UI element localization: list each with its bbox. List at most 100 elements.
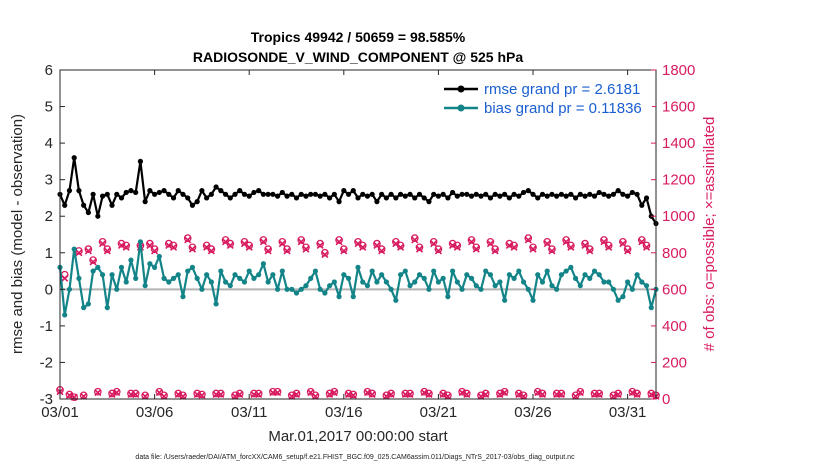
bias-point xyxy=(639,279,645,285)
obs-assimilated-stroke xyxy=(132,390,140,398)
obs-assimilated-stroke xyxy=(207,247,215,255)
bias-point xyxy=(180,294,186,300)
obs-assimilated-stroke xyxy=(84,247,92,255)
rmse-point xyxy=(189,202,196,208)
obs-assimilated-stroke xyxy=(169,243,178,251)
bias-point xyxy=(327,283,333,289)
obs-assimilated-stroke xyxy=(354,240,362,248)
obs-assimilated-stroke xyxy=(392,240,400,248)
bias-point xyxy=(634,272,640,278)
obs-assimilated-stroke xyxy=(642,243,651,251)
rmse-point xyxy=(374,199,380,205)
obs-assimilated-point xyxy=(165,241,173,250)
rmse-point xyxy=(336,199,342,205)
obs-assimilated-stroke xyxy=(240,240,249,248)
obs-possible-point xyxy=(174,389,183,398)
obs-assimilated-stroke xyxy=(65,391,74,399)
rmse-point xyxy=(284,193,290,199)
rmse-point xyxy=(123,189,129,196)
obs-assimilated-stroke xyxy=(316,241,324,250)
obs-assimilated-stroke xyxy=(141,392,149,400)
obs-possible-point xyxy=(150,245,159,253)
rmse-point xyxy=(591,193,598,199)
obs-assimilated-stroke xyxy=(203,243,211,251)
obs-assimilated-point xyxy=(496,390,504,398)
rmse-point xyxy=(109,202,115,208)
obs-assimilated-stroke xyxy=(524,236,532,244)
obs-assimilated-point xyxy=(326,390,334,398)
rmse-point xyxy=(274,193,281,199)
obs-possible-point xyxy=(335,236,343,244)
obs-assimilated-point xyxy=(99,240,107,248)
obs-assimilated-point xyxy=(217,390,225,398)
obs-assimilated-point xyxy=(141,392,149,400)
bias-point xyxy=(563,268,569,274)
obs-assimilated-point xyxy=(75,249,83,257)
rmse-point xyxy=(147,188,153,194)
obs-assimilated-stroke xyxy=(543,240,551,248)
rmse-point xyxy=(629,189,635,196)
rmse-point xyxy=(199,188,205,194)
obs-assimilated-stroke xyxy=(122,243,130,251)
obs-possible-point xyxy=(472,243,481,252)
bias-point xyxy=(535,272,541,278)
obs-assimilated-point xyxy=(94,389,102,397)
bias-point xyxy=(66,286,73,292)
rmse-point xyxy=(454,193,460,199)
obs-assimilated-point xyxy=(245,243,253,251)
rmse-point xyxy=(431,191,437,197)
obs-assimilated-stroke xyxy=(647,390,655,398)
obs-assimilated-point xyxy=(529,245,537,253)
bias-point xyxy=(137,239,144,245)
x-tick-label: 03/26 xyxy=(514,404,552,421)
obs-possible-point xyxy=(533,387,542,396)
bias-point xyxy=(539,279,546,285)
bias-point xyxy=(369,268,375,274)
rmse-point xyxy=(544,193,550,199)
rmse-point xyxy=(118,195,125,201)
obs-assimilated-point xyxy=(538,390,547,398)
y-left-tick-label: 0 xyxy=(45,281,53,298)
rmse-series xyxy=(57,155,659,227)
obs-assimilated-point xyxy=(274,389,282,397)
obs-assimilated-point xyxy=(297,238,305,246)
x-axis-label: Mar.01,2017 00:00:00 start xyxy=(268,428,448,445)
bias-point xyxy=(95,264,101,270)
rmse-point xyxy=(445,195,451,201)
bias-point xyxy=(648,305,654,311)
bias-point xyxy=(478,286,484,292)
obs-possible-point xyxy=(221,236,230,244)
bias-point xyxy=(109,272,115,278)
obs-assimilated-point xyxy=(188,245,197,253)
obs-assimilated-stroke xyxy=(165,241,173,250)
obs-assimilated-point xyxy=(84,247,92,255)
y-left-tick-label: 2 xyxy=(45,208,53,225)
bias-point xyxy=(241,279,248,285)
bias-point xyxy=(218,268,224,274)
obs-assimilated-stroke xyxy=(519,392,528,400)
rmse-point xyxy=(298,191,304,197)
obs-possible-point xyxy=(628,387,637,396)
rmse-point xyxy=(85,209,91,216)
rmse-point xyxy=(587,191,593,197)
bias-point xyxy=(402,268,408,274)
obs-assimilated-stroke xyxy=(382,392,390,400)
obs-possible-point xyxy=(306,387,315,396)
obs-possible-point xyxy=(363,387,372,396)
obs-assimilated-stroke xyxy=(255,390,263,398)
obs-assimilated-point xyxy=(482,390,490,398)
obs-assimilated-point xyxy=(524,236,532,244)
obs-assimilated-point xyxy=(65,391,74,399)
obs-assimilated-point xyxy=(61,274,69,282)
obs-assimilated-point xyxy=(425,390,433,398)
rmse-point xyxy=(293,195,300,201)
obs-assimilated-stroke xyxy=(278,240,286,248)
bias-point xyxy=(246,268,252,274)
legend-bias-label: bias grand pr = 0.11836 xyxy=(484,100,642,117)
obs-possible-point xyxy=(339,245,348,253)
obs-possible-point xyxy=(259,236,268,244)
bias-point xyxy=(483,268,489,274)
rmse-point xyxy=(506,195,512,201)
bias-point xyxy=(76,275,82,281)
obs-assimilated-stroke xyxy=(458,389,466,397)
